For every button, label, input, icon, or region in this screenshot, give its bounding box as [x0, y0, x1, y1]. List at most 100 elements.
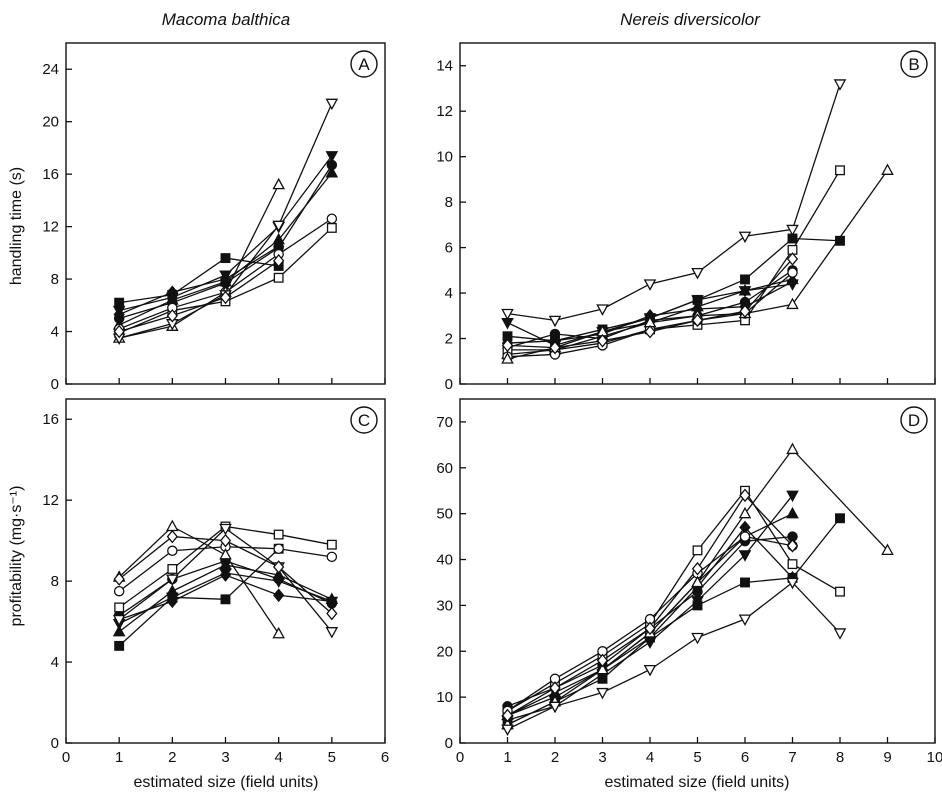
data-point-open-diamond — [219, 290, 232, 305]
data-point-open-inverted-triangle — [738, 614, 752, 627]
data-point-open-inverted-triangle — [833, 79, 847, 91]
panel-label-circle — [900, 406, 928, 434]
series-line-open-inverted-triangle — [507, 83, 841, 322]
data-point-filled-diamond — [219, 272, 232, 286]
data-point-open-inverted-triangle — [548, 701, 562, 714]
data-point-filled-inverted-triangle — [272, 576, 285, 588]
xlabel-right: estimated size (field units) — [605, 774, 790, 791]
data-point-open-inverted-triangle — [596, 687, 609, 700]
y-tick-label: 4 — [51, 324, 59, 341]
data-point-filled-square — [740, 274, 750, 285]
data-point-open-diamond — [273, 253, 285, 268]
x-tick-label: 0 — [62, 749, 70, 766]
data-point-open-circle — [273, 543, 284, 554]
data-point-open-square — [787, 559, 798, 570]
y-tick-label: 12 — [436, 103, 453, 120]
title-right: Nereis diversicolor — [620, 10, 761, 29]
data-point-open-diamond — [549, 681, 561, 695]
y-tick-label: 2 — [445, 331, 453, 348]
y-tick-label: 0 — [51, 376, 59, 393]
data-point-open-inverted-triangle — [272, 220, 285, 233]
data-point-open-inverted-triangle — [691, 632, 704, 645]
y-tick-label: 4 — [445, 285, 453, 302]
x-tick-label: 10 — [927, 749, 942, 766]
x-tick-label: 3 — [598, 749, 606, 766]
data-point-open-diamond — [326, 606, 338, 621]
x-tick-label: 1 — [115, 749, 123, 766]
data-point-open-triangle — [881, 163, 894, 175]
x-tick-label: 4 — [646, 749, 654, 766]
x-tick-label: 9 — [883, 749, 891, 766]
data-point-filled-square — [114, 297, 125, 308]
data-point-open-square — [167, 564, 178, 574]
data-point-open-circle — [113, 585, 125, 597]
data-point-open-diamond — [501, 708, 514, 723]
data-point-open-triangle — [738, 506, 752, 519]
y-tick-label: 70 — [436, 414, 453, 431]
data-point-open-diamond — [501, 338, 514, 353]
series-line-open-square — [507, 169, 841, 351]
data-point-open-square — [273, 529, 284, 540]
panel-label: B — [908, 55, 919, 74]
data-point-open-inverted-triangle — [501, 308, 514, 321]
y-tick-label: 8 — [445, 194, 453, 211]
data-point-open-diamond — [166, 308, 178, 323]
series-line-filled-square — [118, 548, 280, 647]
data-point-filled-square — [740, 577, 750, 588]
data-point-open-triangle — [219, 547, 232, 560]
data-point-open-inverted-triangle — [833, 628, 847, 640]
data-point-open-diamond — [113, 324, 125, 339]
data-point-open-diamond — [219, 533, 232, 548]
data-point-filled-triangle — [112, 624, 126, 637]
y-tick-label: 14 — [436, 58, 453, 75]
data-point-open-circle — [739, 531, 751, 542]
x-tick-label: 4 — [274, 749, 282, 766]
ylabel-profitability: profitability (mg·s⁻¹) — [8, 486, 25, 627]
data-point-open-square — [835, 586, 845, 597]
y-tick-label: 0 — [445, 376, 453, 393]
x-tick-label: 7 — [788, 749, 796, 766]
data-point-open-triangle — [272, 177, 285, 190]
x-tick-label: 6 — [381, 749, 389, 766]
data-point-open-diamond — [691, 313, 704, 328]
series-line-open-square — [507, 489, 841, 712]
y-tick-label: 8 — [51, 271, 59, 288]
data-point-open-triangle — [166, 519, 179, 532]
panel-b: 0 2 4 6 8 10 12 14 B — [436, 42, 936, 393]
data-point-filled-inverted-triangle — [691, 295, 704, 307]
y-tick-label: 6 — [445, 240, 453, 257]
panel-label: D — [908, 411, 920, 430]
data-point-filled-square — [835, 513, 845, 524]
data-point-open-diamond — [596, 653, 609, 668]
y-tick-label: 30 — [436, 597, 453, 614]
data-point-open-inverted-triangle — [643, 279, 657, 291]
data-point-filled-triangle — [786, 506, 799, 519]
series-line-filled-square — [119, 257, 279, 304]
panel-label-circle — [350, 50, 378, 78]
data-point-open-diamond — [739, 488, 751, 503]
data-point-open-square — [114, 602, 125, 613]
data-point-filled-square — [835, 235, 845, 246]
y-tick-label: 0 — [51, 735, 59, 752]
data-point-open-triangle — [786, 297, 799, 310]
data-point-open-square — [835, 165, 845, 176]
data-point-open-inverted-triangle — [166, 574, 179, 586]
series-line-filled-diamond — [118, 245, 280, 316]
y-tick-label: 8 — [51, 573, 59, 590]
data-point-open-inverted-triangle — [325, 627, 339, 639]
x-tick-label: 6 — [741, 749, 749, 766]
data-point-open-diamond — [786, 538, 799, 553]
series-line-open-diamond — [118, 260, 280, 333]
y-tick-label: 16 — [42, 411, 59, 428]
data-point-open-triangle — [272, 626, 285, 639]
panel-label-circle — [350, 406, 378, 434]
x-tick-label: 0 — [456, 749, 464, 766]
data-point-filled-square — [114, 640, 125, 651]
series-line-open-triangle — [507, 448, 888, 726]
data-point-open-inverted-triangle — [501, 724, 514, 737]
x-tick-label: 5 — [693, 749, 701, 766]
data-point-open-triangle — [501, 352, 514, 364]
panel-label: A — [358, 55, 370, 74]
data-point-open-inverted-triangle — [786, 224, 799, 237]
